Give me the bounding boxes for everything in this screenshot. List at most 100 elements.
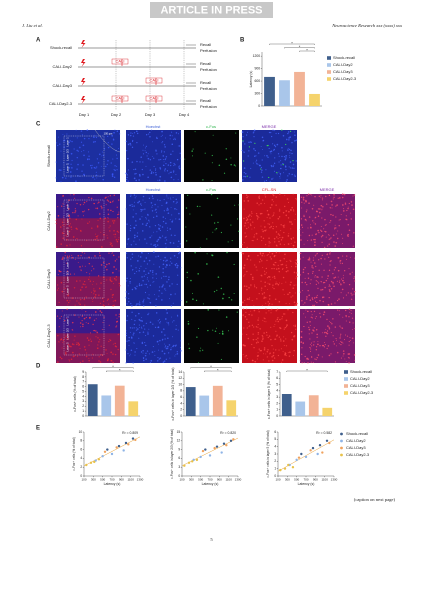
layer-roi — [63, 199, 105, 241]
cell-signal — [342, 350, 345, 352]
cell-signal — [81, 134, 84, 136]
cell-signal — [341, 233, 343, 235]
cell-signal — [153, 251, 155, 253]
cell-signal — [97, 308, 99, 310]
cell-signal — [281, 283, 283, 285]
cell-signal — [61, 310, 63, 312]
cell-signal — [129, 204, 131, 207]
cell-signal — [261, 260, 263, 262]
banner-box — [150, 2, 273, 18]
cell-signal — [194, 251, 196, 254]
cell-signal — [302, 271, 305, 274]
cell-signal — [156, 340, 159, 343]
sig-bracket — [299, 50, 315, 52]
y-tick-label: 14 — [178, 370, 182, 374]
cell-signal — [260, 145, 262, 147]
cell-signal — [270, 131, 272, 134]
cell-signal — [158, 227, 160, 229]
cell-signal — [114, 342, 116, 345]
cell-signal — [218, 164, 221, 167]
cell-signal — [96, 177, 98, 179]
group-label: CALI-Day2-3 — [49, 101, 73, 106]
cell-signal — [131, 204, 133, 206]
cell-signal — [320, 196, 322, 198]
cell-signal — [211, 214, 213, 216]
cell-signal — [305, 309, 307, 311]
cell-signal — [279, 237, 281, 239]
cell-signal — [307, 273, 310, 275]
cell-signal — [347, 233, 349, 236]
cell-signal — [143, 209, 145, 211]
banner: ARTICLE IN PRESS — [160, 4, 262, 16]
cell-signal — [153, 281, 155, 283]
cell-signal — [255, 212, 258, 215]
cell-signal — [149, 159, 152, 161]
x-tick-label: 900 — [217, 477, 222, 481]
cell-signal — [322, 205, 324, 208]
cell-signal — [64, 337, 66, 339]
bar — [279, 80, 290, 106]
cell-signal — [172, 302, 174, 304]
cell-signal — [108, 262, 110, 265]
cell-signal — [165, 266, 167, 268]
cell-signal — [212, 134, 214, 136]
cell-signal — [154, 245, 157, 248]
cell-signal — [111, 245, 113, 247]
cell-signal — [302, 256, 304, 258]
cell-signal — [175, 198, 178, 201]
cell-signal — [248, 146, 250, 148]
cell-signal — [267, 223, 269, 225]
cell-signal — [255, 326, 258, 328]
cell-signal — [129, 142, 132, 145]
cell-signal — [279, 176, 281, 178]
cell-signal — [345, 215, 347, 217]
cell-signal — [134, 168, 137, 171]
cell-signal — [141, 216, 143, 218]
cali-label: CALI — [150, 96, 159, 101]
cell-signal — [313, 297, 316, 299]
cell-signal — [336, 280, 338, 282]
y-tick-label: 1200 — [253, 54, 261, 58]
cell-signal — [329, 194, 331, 197]
cell-signal — [253, 284, 256, 286]
cell-signal — [82, 164, 84, 166]
cell-signal — [136, 285, 138, 287]
sig-star: * — [306, 367, 308, 372]
cell-signal — [267, 253, 269, 255]
cell-signal — [134, 272, 136, 275]
cell-signal — [151, 235, 153, 237]
cell-signal — [112, 271, 114, 274]
cell-signal — [166, 259, 168, 262]
cell-signal — [65, 177, 67, 179]
y-tick-label: 5 — [276, 382, 278, 386]
cell-signal — [314, 238, 316, 241]
cell-signal — [145, 145, 147, 148]
cell-signal — [290, 331, 293, 334]
cell-signal — [265, 312, 267, 314]
cell-signal — [243, 172, 245, 174]
cell-signal — [162, 361, 165, 363]
cell-signal — [57, 206, 59, 208]
cell-signal — [95, 207, 97, 209]
cell-signal — [316, 252, 318, 255]
cell-signal — [294, 262, 297, 264]
cell-signal — [93, 268, 95, 270]
cell-signal — [345, 361, 347, 363]
cell-signal — [138, 337, 140, 339]
cell-signal — [106, 235, 108, 237]
y-tick-label: 1 — [276, 408, 278, 412]
cell-signal — [284, 166, 287, 168]
cell-signal — [74, 259, 76, 261]
cell-signal — [67, 294, 69, 297]
cell-signal — [129, 355, 131, 357]
cell-signal — [173, 179, 175, 181]
cell-signal — [147, 313, 149, 316]
cell-signal — [354, 328, 356, 330]
cell-signal — [262, 252, 264, 255]
cell-signal — [285, 266, 288, 269]
cell-signal — [88, 278, 90, 281]
cell-signal — [293, 335, 296, 337]
cell-signal — [71, 254, 73, 256]
cell-signal — [98, 201, 100, 203]
cell-signal — [268, 276, 270, 278]
